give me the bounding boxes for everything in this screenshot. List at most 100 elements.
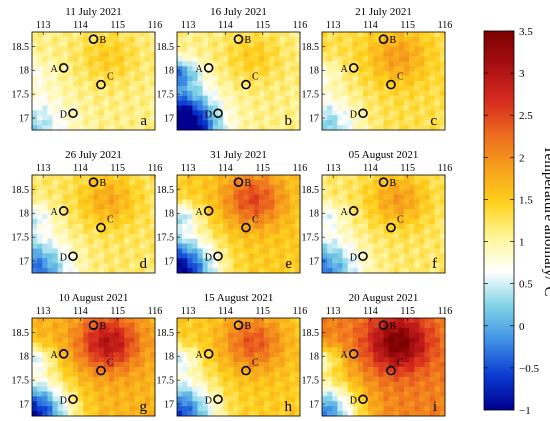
field-cell [332, 322, 338, 329]
field-cell [149, 258, 156, 264]
field-cell [207, 376, 214, 383]
field-cell [439, 322, 446, 329]
field-cell [414, 214, 420, 220]
field-cell [398, 81, 405, 87]
field-cell [439, 179, 446, 186]
field-cell [409, 322, 415, 329]
field-cell [347, 194, 354, 200]
field-cell [404, 105, 410, 111]
field-cell [398, 391, 405, 397]
y-tick-label: 17.5 [157, 233, 175, 244]
field-cell [62, 357, 69, 363]
field-cell [78, 189, 84, 195]
field-cell [388, 342, 395, 348]
field-cell [253, 175, 260, 181]
field-cell [228, 90, 234, 97]
field-cell [363, 381, 369, 387]
y-tick-label: 17.5 [157, 376, 175, 387]
field-cell [47, 248, 53, 254]
field-cell [93, 322, 100, 329]
field-cell [42, 367, 48, 373]
field-cell [398, 352, 405, 358]
field-cell [202, 238, 209, 244]
field-cell [368, 362, 374, 368]
field-cell [78, 66, 84, 72]
station-label: B [100, 178, 107, 189]
field-cell [228, 371, 234, 378]
field-cell [83, 56, 89, 62]
field-cell [398, 76, 405, 82]
field-cell [78, 100, 84, 106]
field-cell [124, 233, 130, 240]
field-cell [62, 342, 69, 348]
field-cell [404, 110, 410, 116]
field-cell [139, 337, 146, 343]
field-cell [124, 175, 130, 181]
field-cell [149, 115, 156, 121]
field-cell [363, 224, 369, 230]
field-cell [279, 224, 286, 230]
field-cell [108, 85, 115, 92]
field-cell [108, 184, 115, 191]
field-cell [149, 56, 156, 62]
field-cell [342, 194, 349, 200]
field-cell [347, 189, 354, 195]
colorbar-gradient [483, 30, 515, 411]
field-cell [419, 85, 425, 92]
field-cell [404, 189, 410, 195]
field-cell [322, 233, 328, 240]
field-cell [264, 90, 270, 97]
field-cell [419, 219, 425, 225]
field-cell [98, 401, 105, 407]
y-tick-label: 18.5 [302, 328, 320, 339]
field-cell [78, 224, 84, 230]
field-cell [149, 243, 156, 249]
field-cell [78, 243, 84, 249]
field-cell [52, 199, 59, 205]
field-cell [192, 81, 198, 87]
field-cell [342, 318, 349, 324]
field-cell [73, 110, 79, 116]
field-cell [424, 125, 431, 131]
field-cell [347, 179, 354, 186]
field-cell [88, 243, 94, 249]
field-cell [284, 224, 291, 230]
field-cell [274, 224, 280, 230]
field-cell [103, 362, 110, 368]
field-cell [332, 204, 338, 210]
field-cell [284, 184, 291, 191]
field-cell [52, 248, 59, 254]
field-cell [197, 411, 204, 417]
field-cell [177, 46, 183, 52]
field-cell [73, 209, 79, 215]
field-cell [393, 337, 400, 343]
field-cell [337, 214, 343, 220]
field-cell [388, 41, 395, 48]
field-cell [144, 56, 151, 62]
field-cell [182, 396, 188, 402]
field-cell [289, 125, 296, 131]
field-cell [269, 228, 275, 235]
field-cell [233, 342, 239, 348]
field-cell [439, 175, 446, 181]
field-cell [103, 258, 110, 264]
field-cell [429, 332, 436, 338]
field-cell [207, 175, 214, 181]
field-cell [363, 115, 369, 121]
field-cell [108, 120, 115, 126]
field-cell [327, 115, 333, 121]
field-cell [248, 248, 255, 254]
field-cell [373, 209, 379, 215]
field-cell [182, 110, 188, 116]
field-cell [78, 391, 84, 397]
field-cell [134, 214, 141, 220]
field-cell [253, 219, 260, 225]
field-cell [294, 41, 301, 48]
field-cell [73, 352, 79, 358]
field-cell [212, 214, 219, 220]
field-cell [187, 332, 193, 338]
field-cell [78, 396, 84, 402]
field-cell [253, 76, 260, 82]
field-cell [409, 56, 415, 62]
field-cell [212, 391, 219, 397]
